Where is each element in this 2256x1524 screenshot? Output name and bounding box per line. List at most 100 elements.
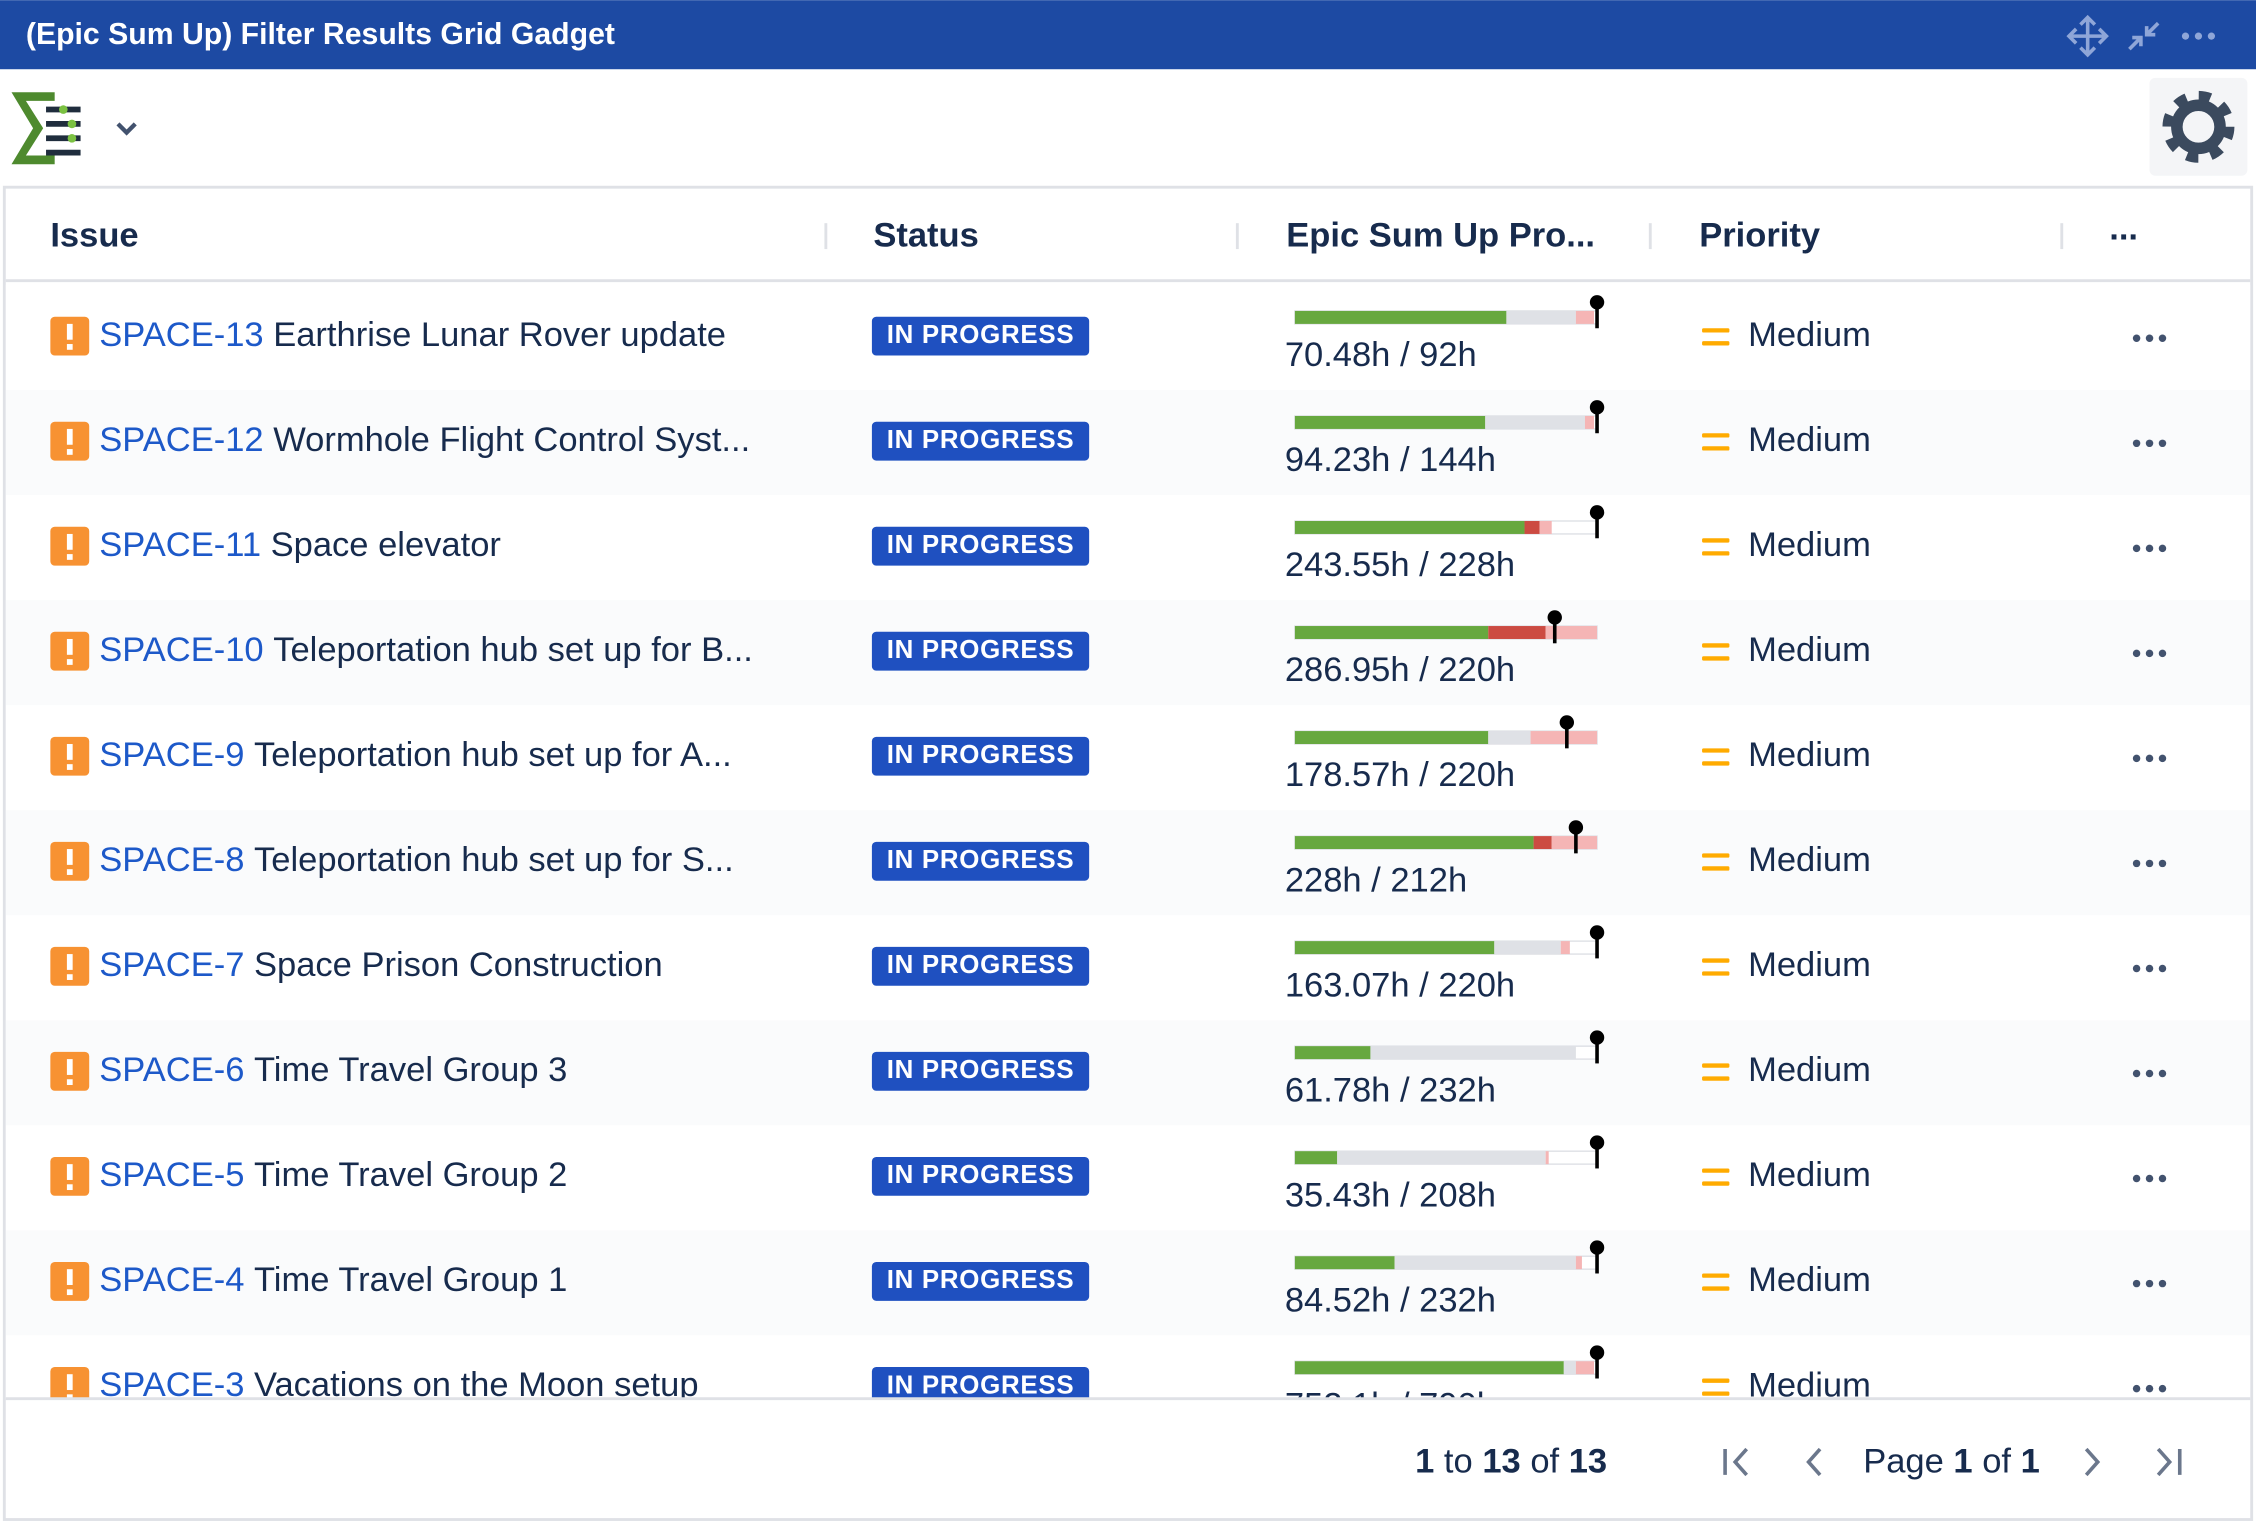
column-header[interactable]: ... (2109, 209, 2138, 247)
issue-cell: SPACE-13 Earthrise Lunar Rover update (99, 316, 726, 354)
progress-segment (1488, 626, 1546, 639)
priority-text: Medium (1748, 736, 1871, 774)
progress-segment (1294, 1256, 1395, 1270)
row-menu-dot[interactable] (2158, 859, 2167, 868)
status-lozenge (871, 736, 1090, 776)
settings-button[interactable] (2149, 77, 2248, 176)
issue-type-mark (66, 638, 73, 655)
issue-key[interactable]: SPACE-6 (99, 1051, 244, 1089)
title-menu[interactable] (2181, 32, 2215, 40)
issue-summary: Space elevator (271, 526, 501, 564)
row-menu-dot[interactable] (2158, 439, 2167, 448)
row-menu-dot[interactable] (2145, 1174, 2154, 1183)
row-menu-dot[interactable] (2132, 754, 2141, 763)
row-menu-dot[interactable] (2132, 964, 2141, 973)
row-menu-dot[interactable] (2158, 544, 2167, 553)
row-menu-dot[interactable] (2145, 334, 2154, 343)
move-icon[interactable] (2066, 14, 2109, 58)
progress-pin-head (1589, 505, 1605, 520)
row-menu-dot[interactable] (2145, 754, 2154, 763)
progress-label: 163.07h / 220h (1285, 966, 1515, 1004)
status-text: IN PROGRESS (887, 951, 1075, 979)
column-header[interactable]: Status (873, 217, 979, 255)
next-page[interactable] (2084, 1447, 2101, 1477)
row-menu-dot[interactable] (2145, 1384, 2154, 1393)
row-menu-dot[interactable] (2132, 1069, 2141, 1078)
issue-key[interactable]: SPACE-5 (99, 1156, 244, 1194)
progress-label: 35.43h / 208h (1285, 1176, 1496, 1214)
last-page[interactable] (2156, 1447, 2182, 1477)
row-menu-dot[interactable] (2145, 649, 2154, 658)
row-menu-dot[interactable] (2158, 964, 2167, 973)
row-menu-dot[interactable] (2145, 544, 2154, 553)
issue-key[interactable]: SPACE-12 (99, 421, 263, 459)
progress-label: 243.55h / 228h (1285, 546, 1515, 584)
row-menu-dot[interactable] (2158, 1279, 2167, 1288)
issue-key[interactable]: SPACE-3 (99, 1366, 244, 1404)
progress-pin-head (1589, 1030, 1605, 1045)
status-text: IN PROGRESS (887, 846, 1075, 874)
priority-icon-bottom (1702, 1391, 1730, 1396)
row-menu-dot[interactable] (2132, 649, 2141, 658)
issue-type-mark (66, 954, 73, 970)
row-menu-dot[interactable] (2132, 439, 2141, 448)
progress-segment (1539, 521, 1552, 534)
progress-pin-head (1589, 1240, 1605, 1255)
issue-key[interactable]: SPACE-8 (99, 841, 244, 879)
column-header[interactable]: Issue (50, 217, 138, 255)
progress-segment (1530, 731, 1598, 745)
issue-cell: SPACE-11 Space elevator (99, 526, 501, 564)
status-text: IN PROGRESS (887, 321, 1075, 349)
issue-type-dot (66, 869, 73, 875)
first-page[interactable] (1723, 1447, 1749, 1477)
issue-summary: Earthrise Lunar Rover update (273, 316, 726, 354)
priority-icon-bottom (1702, 761, 1730, 766)
progress-pin-head (1589, 925, 1605, 940)
issue-summary: Time Travel Group 1 (254, 1261, 567, 1299)
row-menu-dot[interactable] (2158, 1384, 2167, 1393)
column-header[interactable]: Epic Sum Up Pro... (1286, 217, 1595, 255)
priority-icon-top (1702, 328, 1730, 333)
row-menu-dot[interactable] (2158, 649, 2167, 658)
progress-segment (1575, 1256, 1582, 1270)
row-background (5, 285, 2251, 391)
row-menu-dot[interactable] (2145, 964, 2154, 973)
row-menu-dot[interactable] (2145, 1069, 2154, 1078)
status-text: IN PROGRESS (887, 426, 1075, 454)
row-menu-dot[interactable] (2132, 1279, 2141, 1288)
row-menu-dot[interactable] (2132, 859, 2141, 868)
row-menu-dot[interactable] (2132, 334, 2141, 343)
row-menu-dot[interactable] (2145, 859, 2154, 868)
progress-pin-head (1589, 295, 1605, 310)
issue-key[interactable]: SPACE-10 (99, 631, 263, 669)
row-menu-dot[interactable] (2132, 1174, 2141, 1183)
issue-summary: Wormhole Flight Control Syst... (273, 421, 750, 459)
column-header[interactable]: Priority (1699, 217, 1821, 255)
progress-segment (1337, 1151, 1546, 1165)
title-bar (0, 0, 2256, 70)
minimize-icon[interactable] (2128, 21, 2160, 51)
priority-icon-bottom (1702, 1076, 1730, 1081)
issue-key[interactable]: SPACE-13 (99, 316, 263, 354)
row-menu-dot[interactable] (2158, 334, 2167, 343)
row-menu-dot[interactable] (2158, 1174, 2167, 1183)
row-menu-dot[interactable] (2158, 754, 2167, 763)
issue-key[interactable]: SPACE-4 (99, 1261, 244, 1299)
issue-cell: SPACE-10 Teleportation hub set up for B.… (99, 631, 753, 669)
priority-icon-top (1702, 853, 1730, 858)
progress-pin-head (1568, 820, 1584, 835)
row-menu-dot[interactable] (2132, 1384, 2141, 1393)
issue-key[interactable]: SPACE-7 (99, 946, 244, 984)
priority-icon-top (1702, 643, 1730, 648)
issue-key[interactable]: SPACE-9 (99, 736, 244, 774)
page-of: of (1982, 1443, 2011, 1481)
progress-segment (1294, 1151, 1338, 1165)
issue-key[interactable]: SPACE-11 (99, 526, 261, 564)
priority-icon-top (1702, 433, 1730, 438)
row-menu-dot[interactable] (2145, 1279, 2154, 1288)
row-menu-dot[interactable] (2145, 439, 2154, 448)
row-menu-dot[interactable] (2132, 544, 2141, 553)
row-menu-dot[interactable] (2158, 1069, 2167, 1078)
status-text: IN PROGRESS (887, 636, 1075, 664)
prev-page[interactable] (1806, 1447, 1822, 1477)
